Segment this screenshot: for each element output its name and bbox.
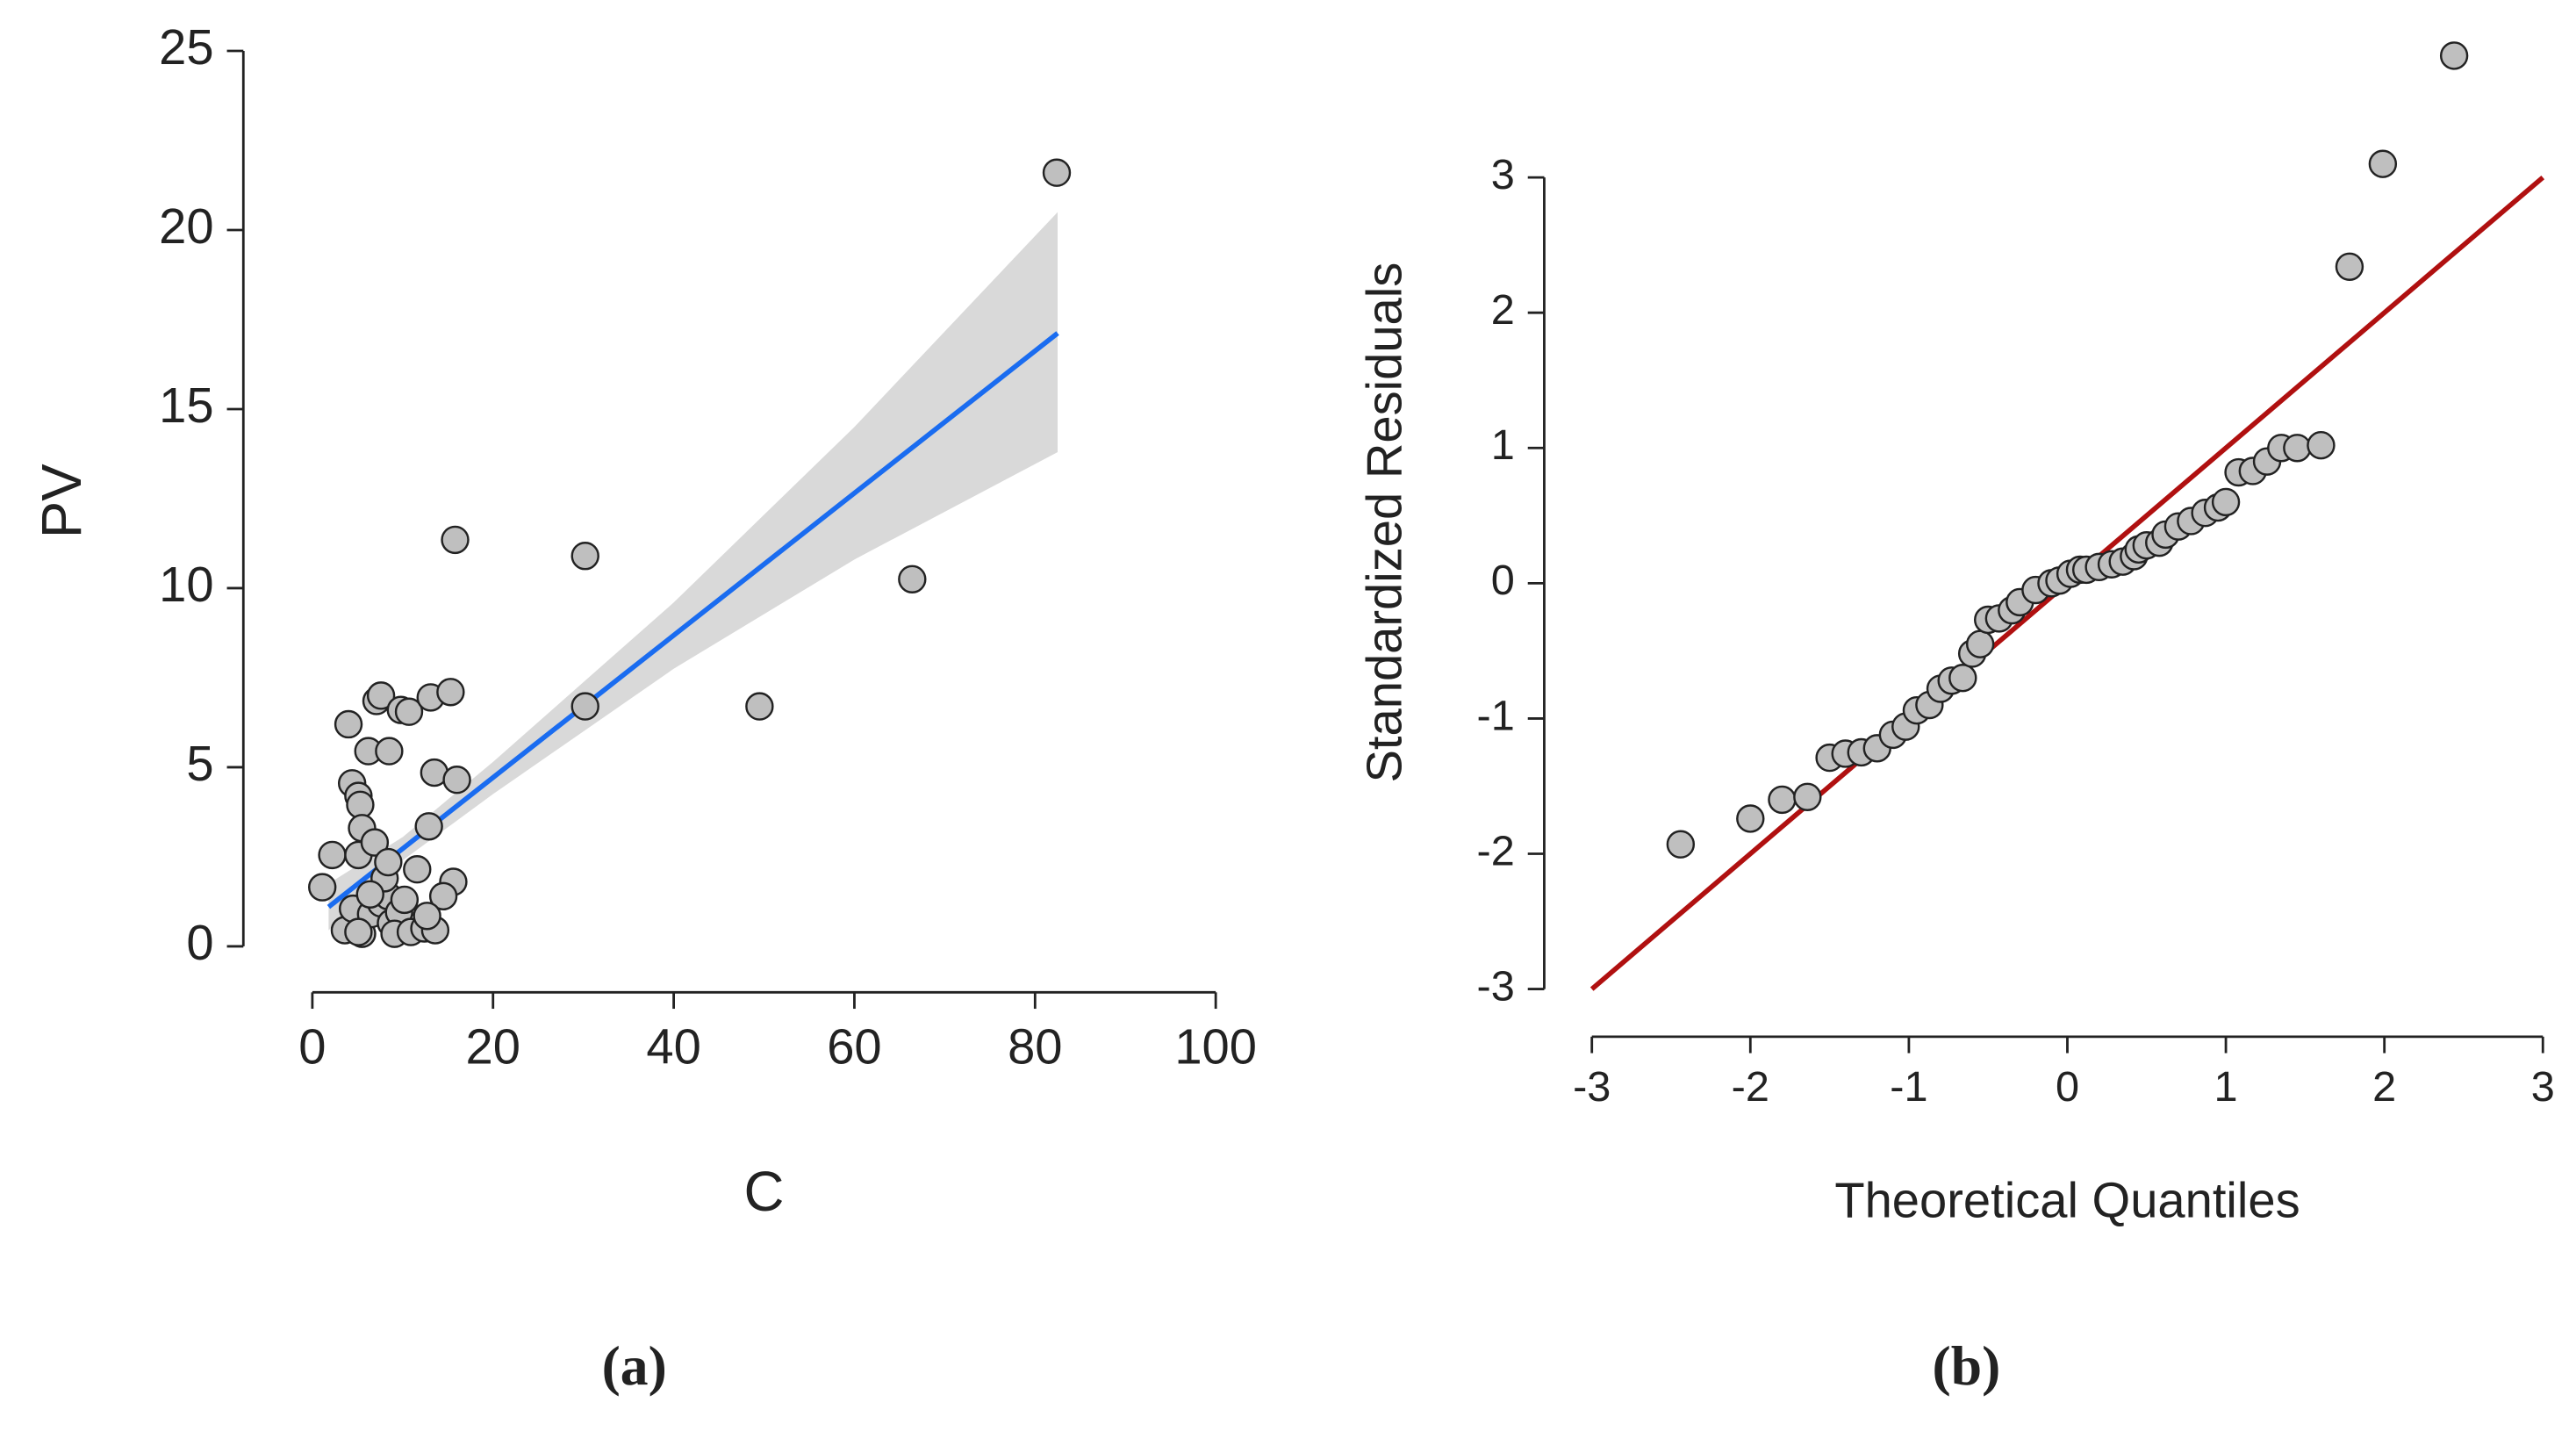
point <box>441 525 470 555</box>
point <box>334 709 363 739</box>
point <box>2368 149 2398 178</box>
point <box>1042 158 1072 187</box>
point <box>403 855 432 884</box>
x-tick-label: 1 <box>2214 1063 2238 1111</box>
y-tick-label: 20 <box>159 198 213 254</box>
y-tick-label: 5 <box>186 736 213 791</box>
point <box>2439 41 2469 70</box>
x-axis-title: Theoretical Quantiles <box>1834 1173 2300 1228</box>
x-tick-label: -3 <box>1573 1063 1611 1111</box>
x-tick-label: 100 <box>1174 1019 1257 1075</box>
point <box>2283 434 2312 463</box>
point <box>394 697 424 726</box>
point <box>366 681 396 710</box>
y-tick-label: 0 <box>1491 557 1515 604</box>
point <box>308 873 337 902</box>
point <box>360 828 390 857</box>
y-axis-title: Standardized Residuals <box>1356 262 1411 783</box>
point <box>344 917 373 946</box>
x-tick-label: 60 <box>827 1019 881 1075</box>
y-axis-title: PV <box>31 464 93 538</box>
y-tick-label: -2 <box>1477 827 1515 874</box>
point <box>1736 804 1765 833</box>
caption: (b) <box>1933 1334 2001 1397</box>
point <box>570 692 599 721</box>
caption: (a) <box>602 1334 667 1397</box>
y-tick-label: 0 <box>186 915 213 970</box>
y-tick-label: 25 <box>159 19 213 75</box>
y-tick-label: -1 <box>1477 692 1515 739</box>
point <box>374 847 403 877</box>
point <box>1793 782 1822 811</box>
x-axis-title: C <box>744 1161 785 1223</box>
confidence-band <box>328 212 1058 931</box>
point <box>442 766 471 795</box>
fit-line <box>326 331 1059 910</box>
point <box>414 812 443 841</box>
y-tick-label: 10 <box>159 557 213 612</box>
point <box>1965 629 1995 658</box>
x-tick-label: 0 <box>298 1019 326 1075</box>
x-tick-label: 3 <box>2531 1063 2555 1111</box>
point <box>1666 830 1696 859</box>
point <box>390 885 420 915</box>
point <box>375 737 404 766</box>
point <box>898 564 927 593</box>
point <box>2307 431 2336 460</box>
x-tick-label: 0 <box>2056 1063 2079 1111</box>
y-tick-label: 15 <box>159 378 213 433</box>
point <box>2335 252 2364 281</box>
point <box>413 902 441 931</box>
x-tick-label: 40 <box>646 1019 700 1075</box>
point <box>2211 487 2241 517</box>
point <box>1948 664 1977 693</box>
x-tick-label: -1 <box>1890 1063 1927 1111</box>
point <box>1768 785 1797 815</box>
y-tick-label: 3 <box>1491 151 1515 198</box>
x-tick-label: 20 <box>466 1019 520 1075</box>
point <box>428 881 458 911</box>
y-tick-label: 2 <box>1491 286 1515 334</box>
point <box>318 840 347 870</box>
x-tick-label: -2 <box>1732 1063 1769 1111</box>
point <box>570 542 599 571</box>
point <box>745 692 774 721</box>
point <box>436 678 465 707</box>
x-tick-label: 80 <box>1008 1019 1062 1075</box>
y-tick-label: 1 <box>1491 421 1515 469</box>
y-tick-label: -3 <box>1477 962 1515 1010</box>
point <box>355 880 384 909</box>
x-tick-label: 2 <box>2372 1063 2396 1111</box>
